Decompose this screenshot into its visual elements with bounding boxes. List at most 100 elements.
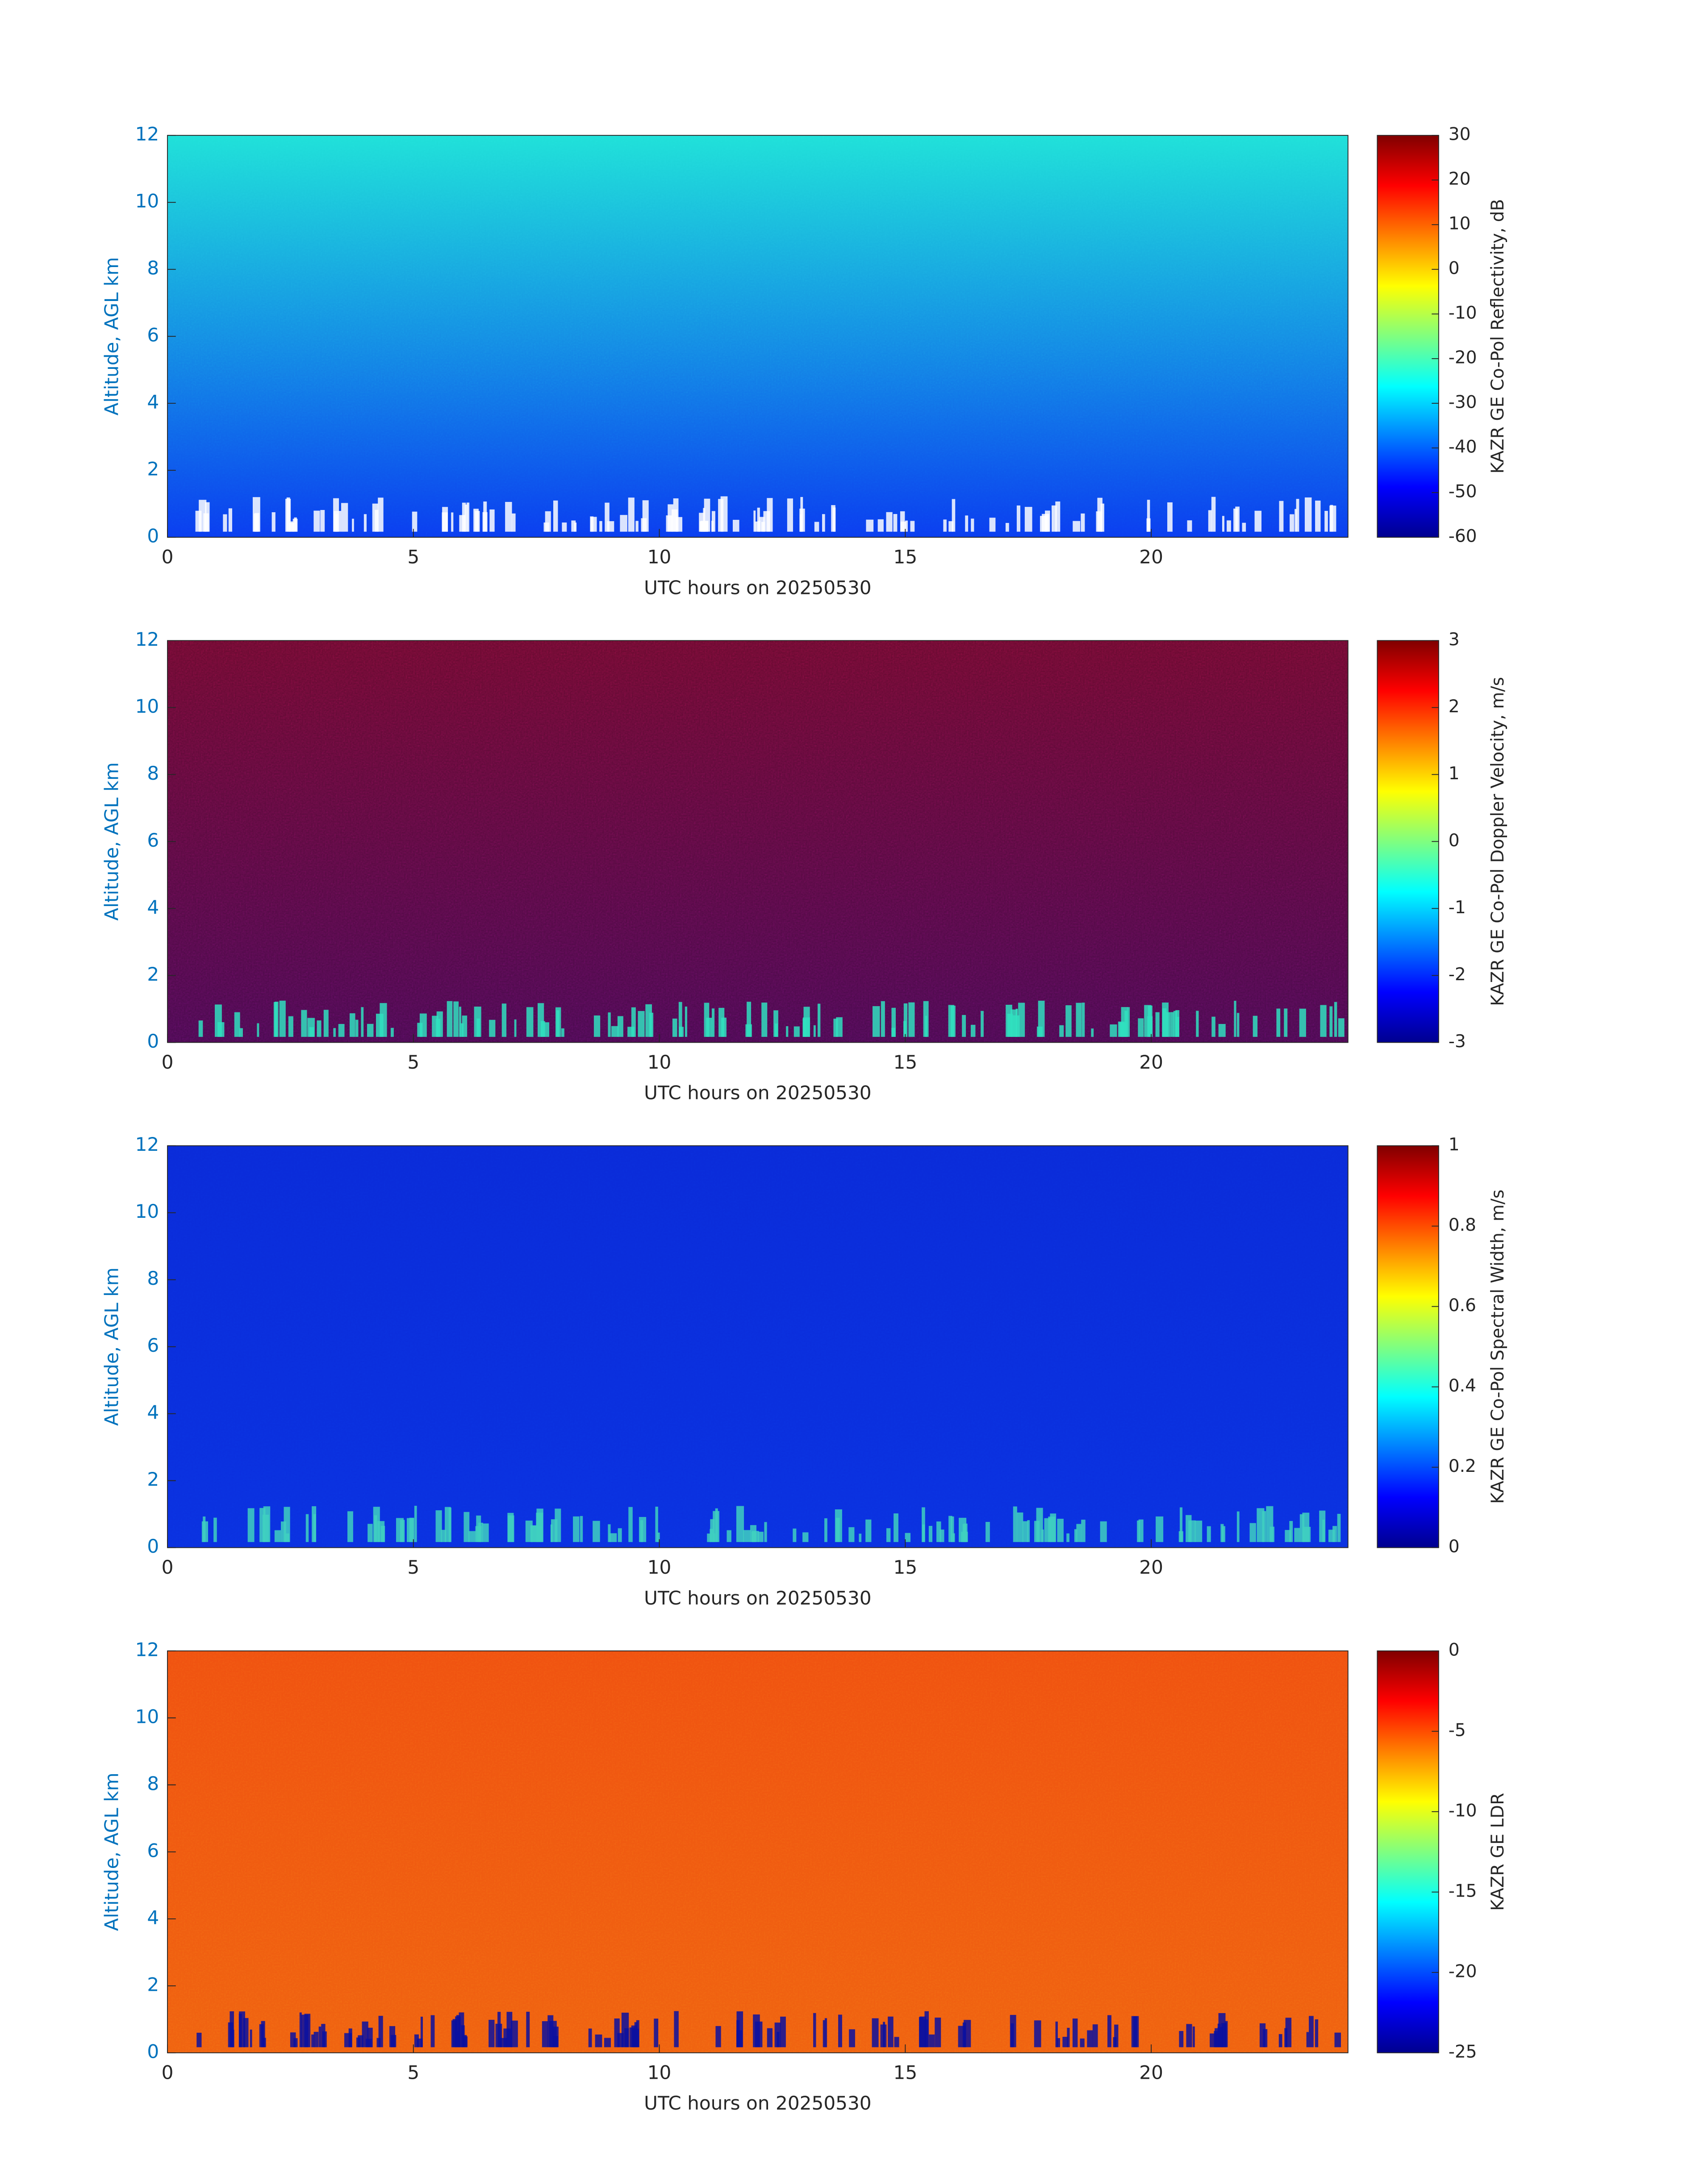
cloud-streak (352, 518, 354, 532)
cloud-streak (835, 1517, 840, 1542)
cloud-streak (313, 510, 320, 532)
colorbar-tick-label: 3 (1449, 630, 1460, 650)
cloud-streak (341, 503, 348, 532)
cloud-streak (929, 2034, 935, 2047)
cloud-streak (239, 2011, 245, 2047)
colorbar-tick-label: 10 (1449, 214, 1471, 234)
colorbar (1377, 135, 1439, 538)
cloud-streak (367, 1024, 374, 1037)
cloud-streak (552, 2027, 559, 2047)
cloud-streak (375, 510, 379, 532)
cloud-streak (247, 1508, 255, 1542)
colorbar (1377, 1650, 1439, 2053)
cloud-streak (511, 2020, 518, 2047)
cloud-streak (362, 2021, 368, 2047)
x-tick-label: 20 (1139, 546, 1163, 568)
cloud-streak (1024, 507, 1032, 532)
cloud-streak (1016, 1512, 1023, 1542)
cloud-streak (674, 2011, 679, 2047)
cloud-streak (448, 1508, 451, 1542)
cloud-streak (1119, 1022, 1126, 1037)
cloud-streak (451, 512, 454, 532)
cloud-streak (767, 498, 773, 532)
cloud-streak (970, 1024, 976, 1037)
cloud-streak (757, 507, 760, 532)
colorbar-label: KAZR GE Co-Pol Spectral Width, m/s (1488, 1190, 1508, 1504)
colorbar-tick-label: -20 (1449, 1961, 1477, 1981)
cloud-streak (654, 2018, 659, 2047)
cloud-streak (317, 1020, 322, 1037)
cloud-streak (935, 2018, 941, 2047)
cloud-streak (981, 1011, 984, 1037)
y-tick-label: 12 (135, 628, 159, 650)
x-tick-label: 15 (894, 1556, 918, 1578)
cloud-streak (624, 2028, 629, 2047)
cloud-streak (400, 1520, 405, 1542)
cloud-streak (1289, 1521, 1293, 1542)
cloud-streak (755, 521, 759, 532)
cloud-streak (286, 497, 290, 532)
y-tick-label: 2 (147, 963, 159, 985)
x-tick-label: 15 (894, 1051, 918, 1073)
cloud-streak (1294, 1528, 1300, 1542)
cloud-streak (755, 2021, 763, 2047)
cloud-streak (335, 514, 338, 532)
cloud-streak (442, 507, 448, 532)
cloud-streak (526, 2011, 530, 2047)
cloud-streak (573, 1516, 580, 1542)
cloud-streak (928, 1525, 933, 1542)
cloud-streak (514, 1019, 517, 1037)
cloud-streak (213, 1517, 217, 1542)
cloud-streak (814, 522, 819, 532)
cloud-streak (1296, 499, 1299, 532)
cloud-streak (711, 1008, 715, 1037)
cloud-streak (599, 521, 602, 532)
cloud-streak (1211, 497, 1216, 532)
cloud-streak (447, 1001, 453, 1037)
colorbar-tick-label: -1 (1449, 898, 1466, 918)
cloud-streak (593, 1015, 601, 1037)
cloud-streak (952, 1533, 955, 1542)
cloud-streak (1222, 516, 1224, 532)
cloud-streak (367, 2027, 373, 2047)
cloud-streak (1156, 1516, 1164, 1542)
cloud-streak (373, 1507, 380, 1542)
cloud-streak (1124, 1011, 1128, 1037)
cloud-streak (1227, 520, 1231, 532)
colorbar-tick-label: 0 (1449, 1640, 1460, 1660)
x-tick-label: 20 (1139, 2061, 1163, 2083)
cloud-streak (1107, 2015, 1111, 2047)
cloud-streak (230, 2011, 234, 2047)
cloud-streak (1059, 1025, 1064, 1037)
cloud-streak (378, 2016, 383, 2047)
cloud-streak (271, 512, 276, 532)
y-tick-label: 2 (147, 458, 159, 480)
cloud-streak (1324, 511, 1328, 532)
cloud-streak (435, 1510, 442, 1542)
cloud-streak (948, 1516, 952, 1542)
cloud-streak (313, 2031, 319, 2047)
cloud-streak (948, 521, 954, 532)
cloud-streak (474, 1007, 481, 1037)
colorbar-tick-label: -60 (1449, 526, 1477, 547)
cloud-streak (1027, 1520, 1030, 1542)
cloud-streak (223, 514, 227, 532)
x-tick-label: 5 (407, 546, 419, 568)
cloud-streak (803, 1007, 810, 1037)
cloud-streak (848, 1527, 855, 1542)
cloud-streak (905, 520, 908, 532)
cloud-streak (1263, 2029, 1268, 2047)
cloud-streak (561, 1028, 564, 1037)
cloud-streak (773, 1010, 778, 1037)
cloud-streak (786, 1026, 789, 1037)
cloud-streak (1249, 1523, 1256, 1542)
cloud-streak (1022, 1521, 1028, 1542)
cloud-streak (1178, 1531, 1183, 1542)
cloud-streak (986, 1522, 990, 1542)
cloud-streak (905, 1533, 911, 1542)
y-axis-label: Altitude, AGL km (101, 762, 123, 921)
cloud-streak (1234, 1001, 1236, 1037)
colorbar-tick-label: -50 (1449, 482, 1477, 502)
cloud-streak (823, 2020, 826, 2047)
